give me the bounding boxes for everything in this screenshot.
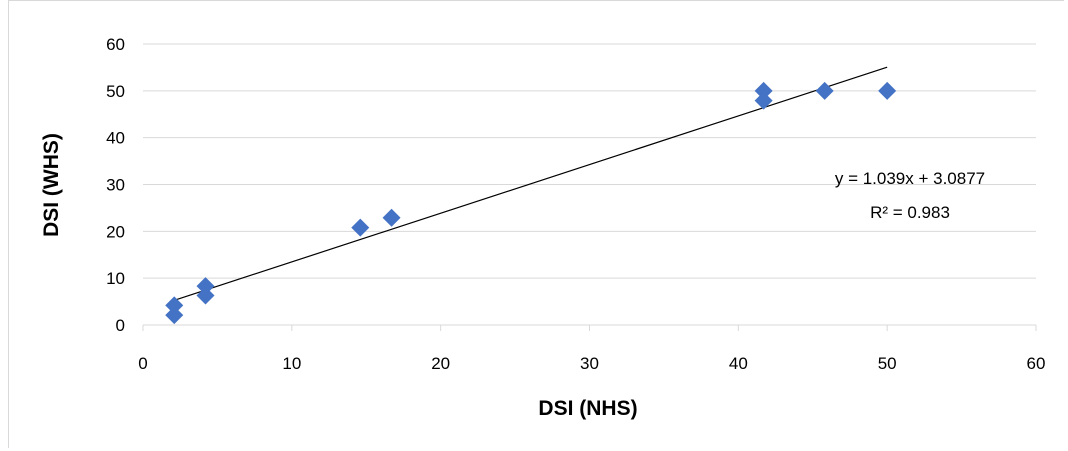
x-tick-labels: 0 10 20 30 40 50 60 [138, 354, 1045, 373]
x-tick-label: 50 [878, 354, 897, 373]
data-point [754, 91, 773, 110]
data-point [165, 296, 184, 315]
data-point [754, 81, 773, 100]
trendline [174, 66, 888, 301]
x-tick-label: 10 [282, 354, 301, 373]
y-tick-label: 10 [106, 269, 125, 288]
data-point [196, 286, 215, 305]
axes [142, 324, 1037, 331]
x-tick-label: 30 [580, 354, 599, 373]
data-point [165, 306, 184, 325]
data-point [815, 81, 834, 100]
x-tick-label: 60 [1027, 354, 1046, 373]
x-axis-title: DSI (NHS) [538, 397, 637, 420]
y-tick-labels: 0 10 20 30 40 50 60 [106, 35, 125, 335]
data-points [165, 81, 897, 325]
x-tick-label: 40 [729, 354, 748, 373]
data-point [196, 277, 215, 296]
x-tick-label: 0 [138, 354, 147, 373]
y-axis-title: DSI (WHS) [40, 133, 63, 237]
y-tick-label: 60 [106, 35, 125, 54]
y-tick-label: 50 [106, 82, 125, 101]
y-tick-label: 0 [116, 316, 125, 335]
y-tick-label: 40 [106, 129, 125, 148]
gridlines [143, 43, 1036, 279]
trendline-group [174, 66, 888, 301]
y-tick-label: 20 [106, 222, 125, 241]
data-point [382, 208, 401, 227]
x-tick-label: 20 [431, 354, 450, 373]
data-point [878, 81, 897, 100]
chart-frame [8, 0, 1064, 448]
trendline-equation: y = 1.039x + 3.0877 [835, 169, 985, 188]
trendline-r2: R² = 0.983 [870, 203, 950, 222]
data-point [351, 218, 370, 237]
y-tick-label: 30 [106, 176, 125, 195]
